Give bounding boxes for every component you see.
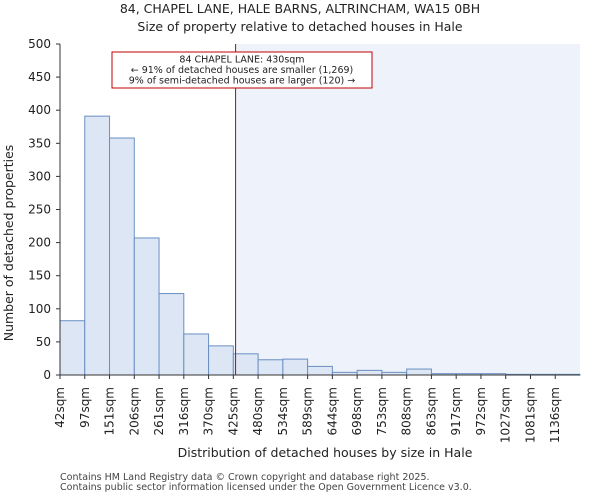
x-tick-label: 1136sqm [548,387,562,443]
x-tick-label: 808sqm [400,387,414,435]
chart-title: 84, CHAPEL LANE, HALE BARNS, ALTRINCHAM,… [120,1,480,16]
y-tick-label: 500 [28,37,51,51]
x-tick-label: 972sqm [474,387,488,435]
y-tick-label: 200 [28,236,51,250]
x-tick-label: 42sqm [53,387,67,428]
x-tick-label: 698sqm [350,387,364,435]
x-tick-label: 753sqm [375,387,389,435]
x-tick-label: 425sqm [226,387,240,435]
y-tick-label: 350 [28,136,51,150]
x-tick-label: 261sqm [152,387,166,435]
bar [232,353,259,376]
x-tick-label: 589sqm [301,387,315,435]
y-tick-label: 100 [28,302,51,316]
x-tick-label: 316sqm [177,387,191,435]
y-tick-label: 0 [43,368,51,382]
bar [84,115,111,376]
x-tick-label: 97sqm [78,387,92,428]
x-tick-label: 151sqm [103,387,117,435]
annotation-text: ← 91% of detached houses are smaller (1,… [131,65,354,76]
bar [356,369,383,376]
plot-area: 0 50 100 150 200 250 300 350 400 450 500 42sqm 97sqm… [28,37,581,443]
chart-subtitle: Size of property relative to detached ho… [137,19,462,34]
x-tick-label: 206sqm [127,387,141,435]
bar [406,368,432,376]
bar [307,365,333,376]
x-tick-label: 534sqm [276,387,290,435]
x-tick-label: 1081sqm [523,387,537,443]
x-tick-label: 917sqm [449,387,463,435]
y-tick-label: 300 [28,169,51,183]
footer-licence: Contains public sector information licen… [60,482,472,493]
bar [109,137,135,376]
y-tick-label: 150 [28,269,51,283]
y-tick-label: 450 [28,70,51,84]
y-tick-label: 50 [36,335,51,349]
annotation-box [111,51,373,89]
footer-copyright: Contains HM Land Registry data © Crown c… [60,472,430,483]
annotation-text: 84 CHAPEL LANE: 430sqm [179,55,304,66]
bar [208,345,234,376]
bar [59,320,86,376]
x-tick-label: 1027sqm [499,387,513,443]
bar [133,237,160,376]
bar [158,293,185,376]
x-tick-label: 370sqm [202,387,216,435]
x-tick-label: 863sqm [424,387,438,435]
bar [257,359,284,376]
x-axis-label: Distribution of detached houses by size … [178,445,473,460]
x-tick-label: 644sqm [325,387,339,435]
annotation-text: 9% of semi-detached houses are larger (1… [129,76,356,87]
bar [183,333,210,376]
bar [282,358,309,376]
highlight-region [235,44,580,375]
y-tick-label: 250 [28,203,51,217]
x-tick-label: 480sqm [251,387,265,435]
y-axis-label: Number of detached properties [1,145,16,342]
y-tick-label: 400 [28,103,51,117]
